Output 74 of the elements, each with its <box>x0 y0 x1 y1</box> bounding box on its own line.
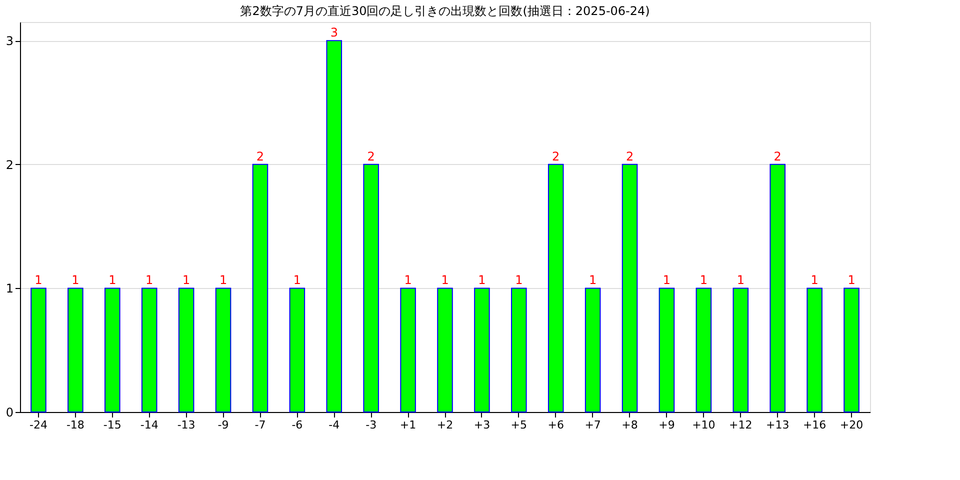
data-label: 1 <box>662 273 671 288</box>
bar <box>104 288 120 412</box>
data-label: 1 <box>478 273 486 288</box>
bar <box>437 288 453 412</box>
x-tick-label: +8 <box>622 418 638 432</box>
data-label: 2 <box>774 149 782 164</box>
x-tick-label: -3 <box>366 418 377 432</box>
data-label: 1 <box>108 273 116 288</box>
x-tick-label: +2 <box>436 418 454 432</box>
x-tick-label: +7 <box>584 418 601 432</box>
x-tick-label: +5 <box>510 418 528 432</box>
bar <box>68 288 84 412</box>
x-tick-label: -13 <box>177 418 196 432</box>
data-label: 2 <box>552 149 560 164</box>
data-label: 1 <box>441 273 449 288</box>
x-tick-label: +13 <box>766 418 790 432</box>
x-tick-label: +9 <box>658 418 675 432</box>
data-label: 3 <box>330 26 338 40</box>
data-label: 2 <box>626 149 634 164</box>
bar <box>732 288 749 412</box>
data-label: 2 <box>256 149 264 164</box>
x-tick-label: +3 <box>474 418 490 432</box>
bar <box>252 164 268 412</box>
y-tick-label: 1 <box>6 282 14 296</box>
data-label: 1 <box>72 273 80 288</box>
data-label: 1 <box>848 273 856 288</box>
bar <box>622 164 638 412</box>
bar <box>548 164 564 412</box>
data-label: 1 <box>219 273 228 288</box>
bar <box>30 288 46 412</box>
bar <box>363 164 379 412</box>
x-tick-label: -9 <box>218 418 229 432</box>
data-label: 1 <box>810 273 818 288</box>
bar <box>658 288 675 412</box>
data-label: 1 <box>515 273 523 288</box>
data-label: 1 <box>736 273 744 288</box>
data-label: 1 <box>34 273 42 288</box>
y-tick-label: 3 <box>6 34 14 48</box>
x-tick-label: +1 <box>400 418 416 432</box>
bar <box>696 288 712 412</box>
data-label: 1 <box>404 273 412 288</box>
data-label: 2 <box>367 149 375 164</box>
x-tick-label: +20 <box>840 418 864 432</box>
x-tick-label: +6 <box>548 418 564 432</box>
x-tick-label: +10 <box>692 418 716 432</box>
data-label: 1 <box>146 273 154 288</box>
bar <box>141 288 158 412</box>
bar <box>806 288 822 412</box>
data-label: 1 <box>182 273 190 288</box>
x-tick-label: -24 <box>29 418 48 432</box>
x-tick-label: +16 <box>802 418 826 432</box>
bar <box>178 288 194 412</box>
bar <box>326 40 342 412</box>
data-label: 1 <box>700 273 708 288</box>
x-tick-label: +12 <box>729 418 752 432</box>
bar <box>474 288 490 412</box>
bar <box>770 164 786 412</box>
bar <box>400 288 416 412</box>
data-label: 1 <box>293 273 301 288</box>
bar <box>511 288 527 412</box>
chart-title: 第2数字の7月の直近30回の足し引きの出現数と回数(抽選日：2025-06-24) <box>240 4 650 18</box>
x-tick-label: -15 <box>103 418 122 432</box>
x-tick-label: -14 <box>140 418 158 432</box>
x-tick-label: -6 <box>292 418 303 432</box>
bar <box>215 288 232 412</box>
bar <box>289 288 306 412</box>
bar <box>584 288 601 412</box>
x-tick-label: -18 <box>66 418 84 432</box>
y-tick-label: 2 <box>6 158 14 172</box>
x-tick-label: -7 <box>254 418 266 432</box>
x-tick-label: -4 <box>328 418 340 432</box>
bar <box>844 288 860 412</box>
y-tick-label: 0 <box>6 406 14 420</box>
data-label: 1 <box>589 273 597 288</box>
